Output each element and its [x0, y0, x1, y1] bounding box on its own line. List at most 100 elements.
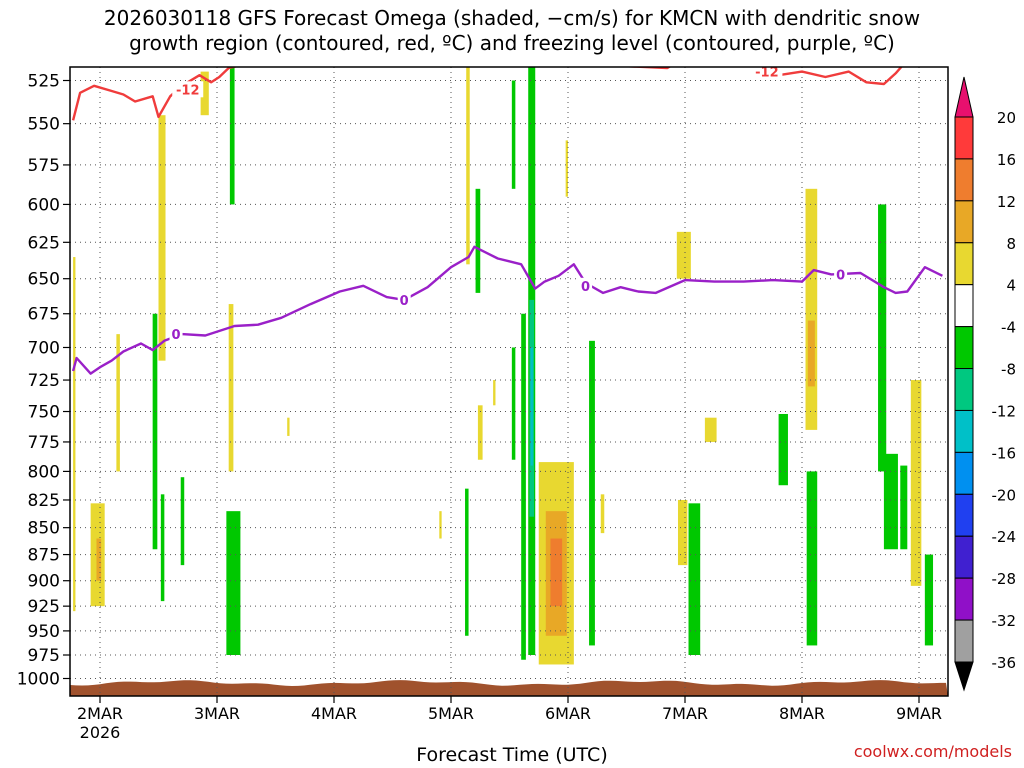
y-tick-label: 625 [28, 233, 60, 253]
colorbar-swatch [954, 242, 974, 286]
omega-cell [521, 313, 526, 660]
y-tick-label: 950 [28, 622, 60, 642]
y-axis: 525 550 575 600 625 650 675 700 725 750 775 800 825 8… [17, 72, 70, 690]
contour-label: 0 [172, 328, 181, 343]
omega-cell [180, 477, 185, 566]
omega-cell [688, 503, 701, 656]
contour-label-bg [172, 81, 204, 98]
y-tick-label: 725 [28, 371, 60, 391]
y-tick-label: 775 [28, 433, 60, 453]
colorbar-swatch [954, 284, 974, 328]
omega-cell [550, 538, 563, 607]
y-tick-label: 700 [28, 338, 60, 358]
omega-cell [511, 347, 516, 460]
y-tick-label: 800 [28, 462, 60, 482]
contour-label: -12 [176, 83, 200, 98]
x-tick-sublabel: 2026 [80, 723, 121, 742]
contour-label-bg [169, 326, 183, 343]
omega-cell [200, 71, 209, 116]
colorbar-swatch [954, 368, 974, 411]
omega-cell [158, 115, 166, 361]
omega-cell [807, 320, 815, 387]
contour-label-bg [397, 291, 411, 308]
y-tick-label: 575 [28, 156, 60, 176]
y-tick-label: 900 [28, 572, 60, 592]
omega-cell [778, 413, 788, 486]
omega-cell [477, 405, 483, 460]
colorbar-label: -8 [1001, 361, 1016, 379]
y-tick-label: 525 [28, 72, 60, 92]
chart-title: 2026030118 GFS Forecast Omega (shaded, −… [0, 6, 1024, 56]
colorbar-swatch [954, 326, 974, 370]
omega-cell [226, 511, 241, 656]
contour-line [71, 245, 943, 375]
omega-cell [287, 417, 290, 436]
plot-frame [69, 66, 949, 697]
contour-label-bg [751, 67, 783, 80]
colorbar-cap-bottom [954, 661, 974, 692]
omega-cell [878, 204, 887, 472]
omega-cell [228, 304, 234, 472]
omega-cell [910, 380, 922, 586]
colorbar-swatch [954, 577, 974, 621]
omega-cell [677, 499, 688, 566]
omega-cell [439, 511, 442, 539]
contour-label: -12 [755, 66, 779, 81]
y-tick-label: 750 [28, 403, 60, 423]
omega-cell [229, 67, 235, 205]
colorbar-label: 12 [997, 193, 1016, 211]
x-tick-label: 6MAR [545, 704, 591, 723]
x-axis-label: Forecast Time (UTC) [416, 744, 608, 766]
colorbar-label: -16 [992, 444, 1017, 462]
omega-cell [160, 494, 165, 602]
colorbar-label: 20 [997, 109, 1016, 127]
omega-cell [924, 554, 934, 646]
colorbar-label: -4 [1001, 319, 1016, 337]
colorbar-label: -12 [992, 402, 1017, 420]
omega-cell [73, 257, 76, 612]
colorbar-swatch [954, 409, 974, 453]
chart-title-line-1: 2026030118 GFS Forecast Omega (shaded, −… [103, 6, 921, 30]
x-tick-label: 9MAR [896, 704, 942, 723]
colorbar-cap-top [954, 76, 974, 118]
omega-cell [152, 313, 158, 550]
x-tick-label: 8MAR [779, 704, 825, 723]
colorbar-swatch [954, 200, 974, 244]
y-tick-label: 600 [28, 195, 60, 215]
x-tick-label: 7MAR [662, 704, 708, 723]
omega-cell [530, 347, 533, 466]
y-tick-label: 925 [28, 597, 60, 617]
colorbar-swatch [954, 116, 974, 160]
omega-cell [900, 465, 908, 550]
omega-cell [589, 340, 595, 646]
omega-cell [600, 494, 605, 534]
colorbar-swatch [954, 451, 974, 495]
omega-cell [704, 417, 717, 442]
contour-label-bg [579, 277, 593, 294]
plot-background [70, 67, 948, 696]
omega-shading-layer [73, 67, 934, 665]
colorbar-label: 8 [1006, 235, 1016, 253]
colorbar-label: -28 [992, 570, 1017, 588]
contour-layer: -12 -12 0 0 0 0 [71, 66, 943, 375]
y-tick-label: 975 [28, 646, 60, 666]
x-axis: 2MAR 3MAR 4MAR 5MAR 6MAR 7MAR 8MAR 9MAR 2026 [77, 696, 942, 742]
contour-label: 0 [400, 294, 409, 309]
y-tick-label: 650 [28, 270, 60, 290]
contour-label-bg [834, 266, 848, 283]
omega-cell [883, 453, 898, 550]
colorbar-swatch [954, 619, 974, 663]
x-tick-label: 5MAR [428, 704, 474, 723]
x-tick-label: 4MAR [311, 704, 357, 723]
omega-cell [805, 188, 818, 430]
watermark: coolwx.com/models [853, 742, 1012, 761]
omega-cell [511, 80, 516, 189]
colorbar-label: -24 [992, 528, 1017, 546]
contour-label: 0 [581, 280, 590, 295]
omega-cell [493, 380, 496, 406]
omega-cell [96, 538, 102, 581]
omega-cell [465, 488, 469, 636]
y-tick-label: 850 [28, 519, 60, 539]
surface-terrain [70, 680, 948, 696]
